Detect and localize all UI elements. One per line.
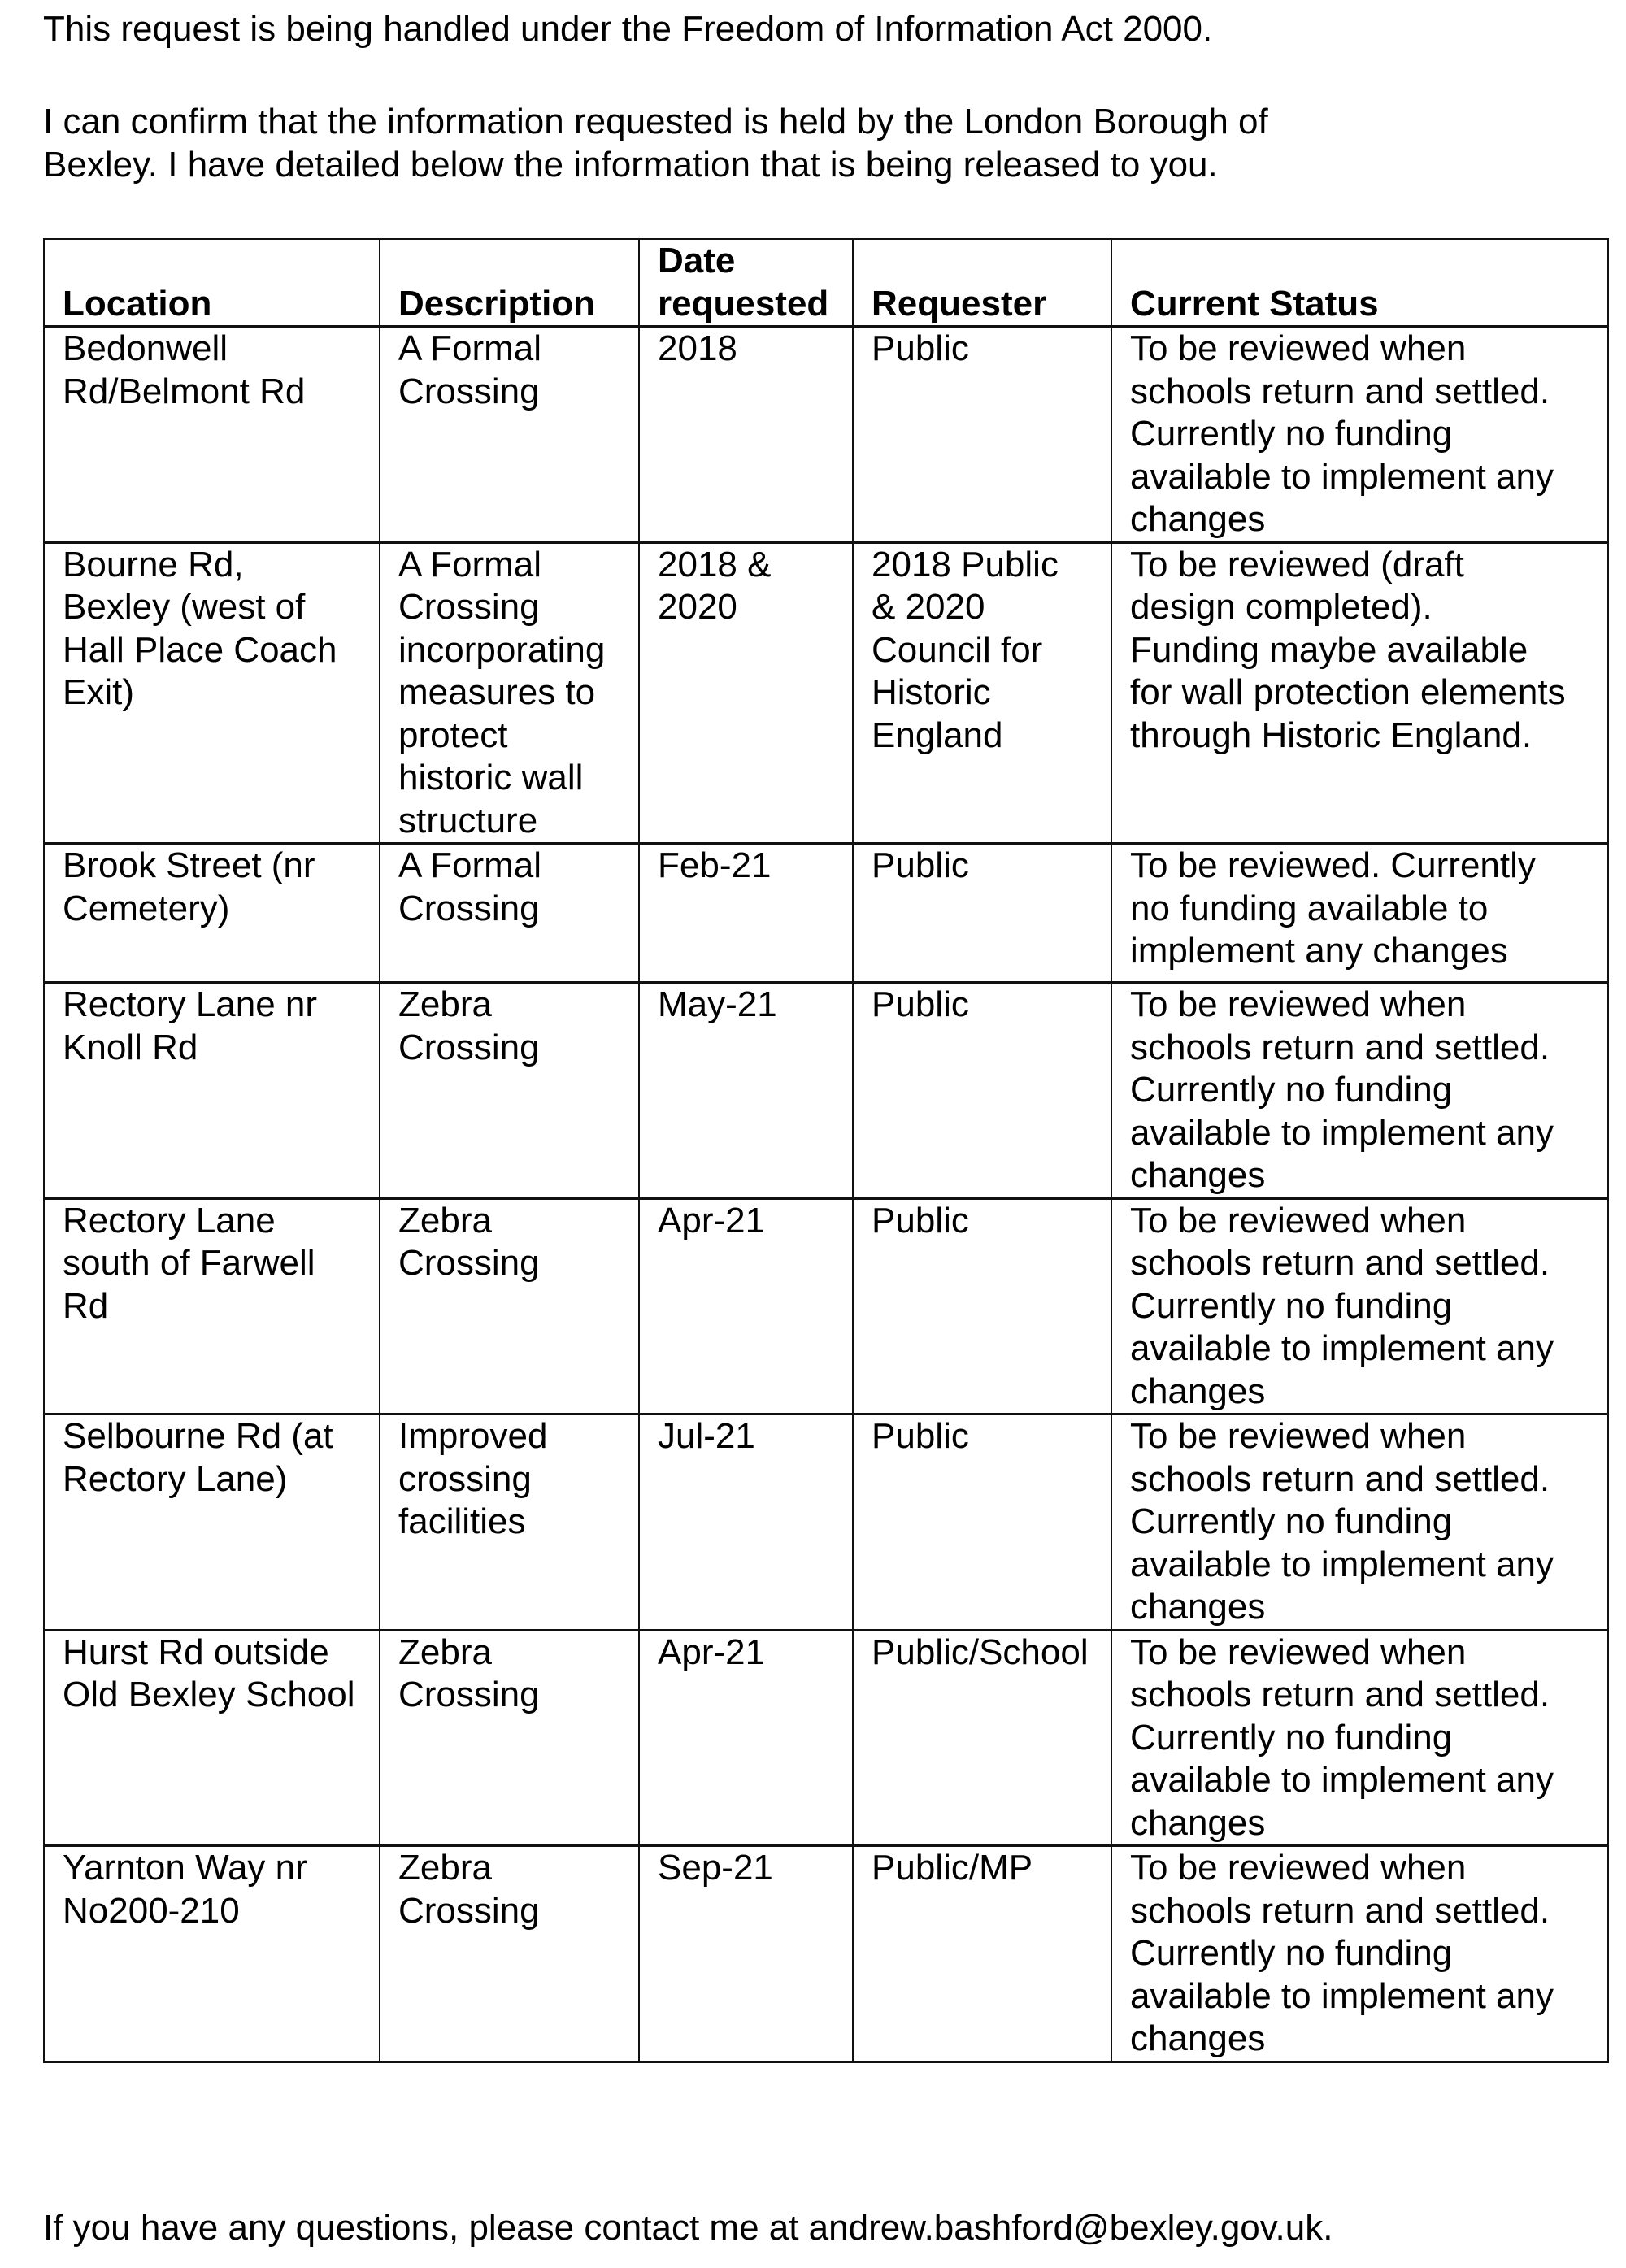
table-row: Yarnton Way nr No200-210 Zebra Crossing Se… xyxy=(43,1844,1609,2063)
cell-description: Zebra Crossing xyxy=(379,1629,640,1847)
cell-location: Rectory Lane nr Knoll Rd xyxy=(43,981,380,1200)
cell-requester: Public xyxy=(852,1197,1112,1415)
cell-requester: Public xyxy=(852,1413,1112,1631)
cell-location: Bedonwell Rd/Belmont Rd xyxy=(43,325,380,544)
table-header-row: Location Description Date requested Requ… xyxy=(43,238,1609,328)
cell-date-requested: Sep-21 xyxy=(638,1844,854,2063)
cell-description: Improved crossing facilities xyxy=(379,1413,640,1631)
table-row: Bedonwell Rd/Belmont Rd A Formal Crossing… xyxy=(43,325,1609,544)
cell-requester: Public xyxy=(852,325,1112,544)
header-current-status: Current Status xyxy=(1111,238,1609,328)
cell-date-requested: Apr-21 xyxy=(638,1197,854,1415)
cell-description: Zebra Crossing xyxy=(379,981,640,1200)
header-date-requested: Date requested xyxy=(638,238,854,328)
cell-description: Zebra Crossing xyxy=(379,1197,640,1415)
cell-current-status: To be reviewed when schools return and s… xyxy=(1111,1413,1609,1631)
cell-description: A Formal Crossing incorporating measures… xyxy=(379,541,640,845)
table-row: Selbourne Rd (at Rectory Lane) Improved c… xyxy=(43,1413,1609,1631)
cell-current-status: To be reviewed when schools return and s… xyxy=(1111,1629,1609,1847)
cell-description: A Formal Crossing xyxy=(379,842,640,984)
table-row: Hurst Rd outside Old Bexley School Zebra … xyxy=(43,1629,1609,1847)
cell-location: Brook Street (nr Cemetery) xyxy=(43,842,380,984)
cell-requester: Public/School xyxy=(852,1629,1112,1847)
cell-date-requested: 2018 & 2020 xyxy=(638,541,854,845)
contact-footer: If you have any questions, please contac… xyxy=(43,2208,1333,2248)
cell-current-status: To be reviewed when schools return and s… xyxy=(1111,1844,1609,2063)
cell-current-status: To be reviewed when schools return and s… xyxy=(1111,981,1609,1200)
cell-requester: Public xyxy=(852,842,1112,984)
cell-requester: 2018 Public & 2020 Council for Historic … xyxy=(852,541,1112,845)
cell-date-requested: May-21 xyxy=(638,981,854,1200)
intro-statement: This request is being handled under the … xyxy=(43,9,1213,49)
cell-location: Yarnton Way nr No200-210 xyxy=(43,1844,380,2063)
table-row: Rectory Lane nr Knoll Rd Zebra Crossing Ma… xyxy=(43,981,1609,1200)
crossing-requests-table: Location Description Date requested Requ… xyxy=(43,238,1609,2063)
header-location: Location xyxy=(43,238,380,328)
cell-date-requested: Jul-21 xyxy=(638,1413,854,1631)
cell-description: Zebra Crossing xyxy=(379,1844,640,2063)
cell-current-status: To be reviewed when schools return and s… xyxy=(1111,325,1609,544)
table-row: Brook Street (nr Cemetery) A Formal Cross… xyxy=(43,842,1609,984)
cell-current-status: To be reviewed when schools return and s… xyxy=(1111,1197,1609,1415)
cell-description: A Formal Crossing xyxy=(379,325,640,544)
cell-date-requested: 2018 xyxy=(638,325,854,544)
cell-current-status: To be reviewed (draft design completed).… xyxy=(1111,541,1609,845)
table-row: Bourne Rd, Bexley (west of Hall Place Co… xyxy=(43,541,1609,845)
cell-date-requested: Feb-21 xyxy=(638,842,854,984)
header-description: Description xyxy=(379,238,640,328)
cell-requester: Public/MP xyxy=(852,1844,1112,2063)
table-row: Rectory Lane south of Farwell Rd Zebra Cr… xyxy=(43,1197,1609,1415)
cell-location: Selbourne Rd (at Rectory Lane) xyxy=(43,1413,380,1631)
cell-date-requested: Apr-21 xyxy=(638,1629,854,1847)
cell-location: Bourne Rd, Bexley (west of Hall Place Co… xyxy=(43,541,380,845)
intro-confirmation: I can confirm that the information reque… xyxy=(43,102,1268,185)
cell-location: Rectory Lane south of Farwell Rd xyxy=(43,1197,380,1415)
cell-location: Hurst Rd outside Old Bexley School xyxy=(43,1629,380,1847)
cell-requester: Public xyxy=(852,981,1112,1200)
header-requester: Requester xyxy=(852,238,1112,328)
cell-current-status: To be reviewed. Currently no funding ava… xyxy=(1111,842,1609,984)
